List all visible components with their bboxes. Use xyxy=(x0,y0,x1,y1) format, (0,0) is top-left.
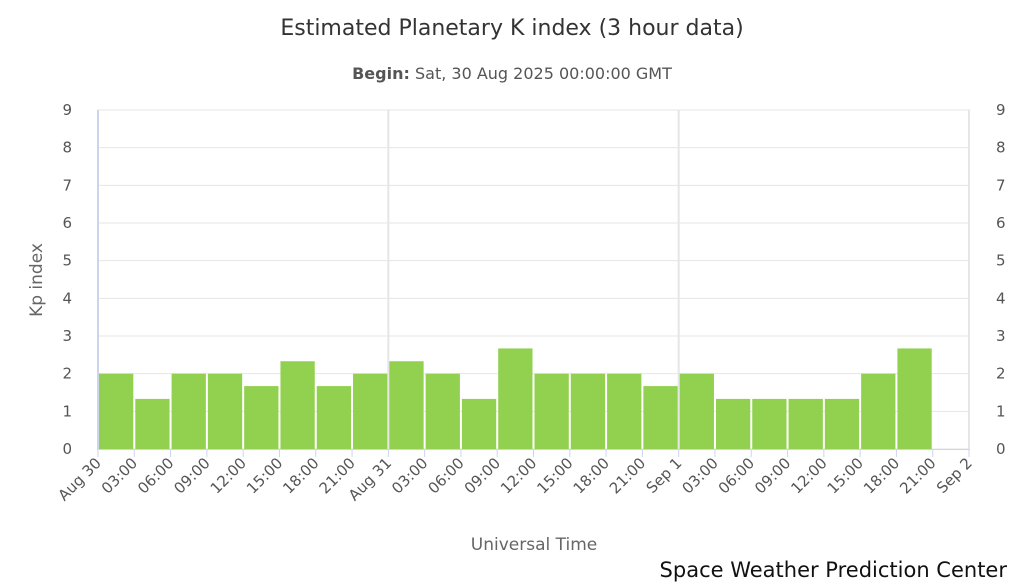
y-axis-left-ticks: 0 1 2 3 4 5 6 7 8 9 xyxy=(62,101,72,458)
kp-bar xyxy=(171,373,206,449)
x-tick-label: 06:00 xyxy=(715,454,758,497)
y-tick-label-right: 6 xyxy=(996,214,1006,232)
kp-bar xyxy=(752,398,787,449)
y-tick-label-right: 3 xyxy=(996,327,1006,345)
kp-bar xyxy=(607,373,642,449)
kp-bar xyxy=(425,373,460,449)
kp-bar xyxy=(679,373,714,449)
y-axis-title: Kp index xyxy=(27,243,47,317)
chart-title: Estimated Planetary K index (3 hour data… xyxy=(280,16,743,41)
y-tick-label-right: 5 xyxy=(996,252,1006,270)
x-tick-label: 21:00 xyxy=(606,454,649,497)
kp-bar xyxy=(715,398,751,449)
x-tick-label: 18:00 xyxy=(860,454,903,497)
y-tick-label-left: 0 xyxy=(62,440,72,458)
subtitle-label: Begin: xyxy=(352,64,410,83)
x-tick-label: 12:00 xyxy=(787,454,830,497)
y-tick-label-left: 4 xyxy=(62,289,72,307)
x-tick-label: 03:00 xyxy=(388,454,431,497)
x-tick-label: Sep 2 xyxy=(933,454,976,497)
kp-bar xyxy=(353,373,388,449)
y-axis-right-ticks: 0 1 2 3 4 5 6 7 8 9 xyxy=(996,101,1006,458)
kp-bar xyxy=(207,373,243,449)
kp-bar xyxy=(280,361,315,449)
x-tick-label: 12:00 xyxy=(497,454,540,497)
kp-bar xyxy=(244,386,279,449)
x-tick-label: 15:00 xyxy=(243,454,286,497)
y-tick-label-right: 0 xyxy=(996,440,1006,458)
x-tick-label: 15:00 xyxy=(824,454,867,497)
y-tick-label-left: 5 xyxy=(62,252,72,270)
y-tick-label-left: 7 xyxy=(62,176,72,194)
kp-bar xyxy=(570,373,606,449)
x-tick-label: 03:00 xyxy=(98,454,141,497)
y-tick-label-right: 8 xyxy=(996,139,1006,157)
x-tick-label: 12:00 xyxy=(207,454,250,497)
kp-bar xyxy=(498,348,533,449)
bar-series xyxy=(99,348,932,449)
x-tick-label: 03:00 xyxy=(678,454,721,497)
y-tick-label-left: 8 xyxy=(62,139,72,157)
x-tick-label: 06:00 xyxy=(134,454,177,497)
kp-bar xyxy=(135,398,170,449)
y-tick-label-right: 1 xyxy=(996,402,1006,420)
kp-bar xyxy=(897,348,932,449)
x-tick-label: 21:00 xyxy=(896,454,939,497)
x-tick-label: 18:00 xyxy=(570,454,613,497)
x-tick-label: 06:00 xyxy=(424,454,467,497)
kp-bar xyxy=(389,361,424,449)
kp-bar xyxy=(861,373,896,449)
chart-subtitle: Begin: Sat, 30 Aug 2025 00:00:00 GMT xyxy=(352,64,672,83)
kp-bar xyxy=(534,373,569,449)
y-tick-label-right: 4 xyxy=(996,289,1006,307)
kp-bar xyxy=(316,386,352,449)
credit-text: Space Weather Prediction Center xyxy=(660,558,1008,582)
y-tick-label-right: 7 xyxy=(996,176,1006,194)
kp-bar xyxy=(643,386,678,449)
x-tick-label: 09:00 xyxy=(170,454,213,497)
x-tick-label: 18:00 xyxy=(279,454,322,497)
x-axis-title: Universal Time xyxy=(471,535,597,555)
y-tick-label-right: 9 xyxy=(996,101,1006,119)
y-tick-label-left: 6 xyxy=(62,214,72,232)
kp-bar xyxy=(788,398,823,449)
y-tick-label-right: 2 xyxy=(996,365,1006,383)
y-tick-label-left: 2 xyxy=(62,365,72,383)
kp-bar xyxy=(824,398,860,449)
x-tick-label: 15:00 xyxy=(533,454,576,497)
y-tick-label-left: 1 xyxy=(62,402,72,420)
kp-bar xyxy=(461,398,497,449)
y-tick-label-left: 3 xyxy=(62,327,72,345)
x-tick-label: 09:00 xyxy=(461,454,504,497)
x-axis-ticks: Aug 3003:0006:0009:0012:0015:0018:0021:0… xyxy=(55,449,976,504)
x-tick-label: Aug 30 xyxy=(55,454,105,504)
kp-bar xyxy=(99,373,134,449)
y-tick-label-left: 9 xyxy=(62,101,72,119)
x-tick-label: 09:00 xyxy=(751,454,794,497)
x-tick-label: Sep 1 xyxy=(643,454,686,497)
subtitle-value: Sat, 30 Aug 2025 00:00:00 GMT xyxy=(410,64,672,83)
